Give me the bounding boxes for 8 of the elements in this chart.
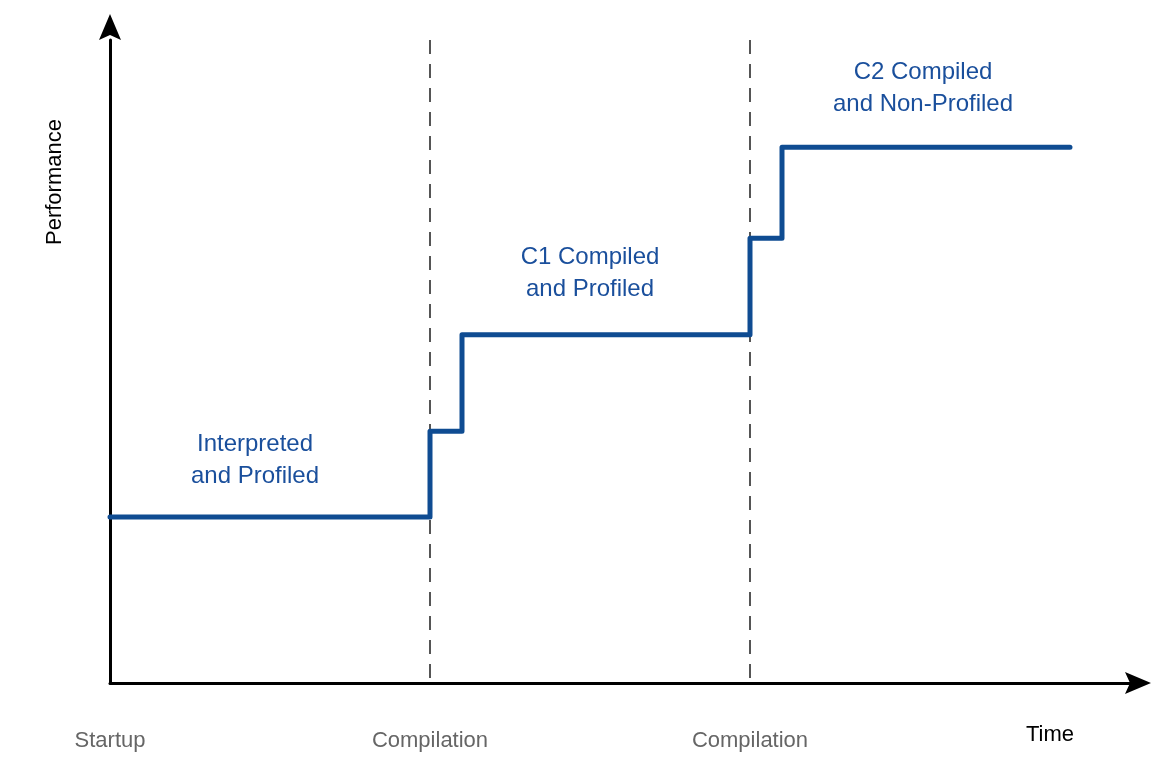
annotation: C1 Compiled and Profiled [520,241,660,301]
annotation: Interpreted and Profiled [190,428,320,488]
x-axis-title: Time [1025,720,1075,746]
text: C2 Compiled and Non-Profiled [832,56,1014,116]
x-tick-label: Startup [74,726,146,752]
y-axis-title: Performance [40,119,66,245]
x-tick-label: Compilation [691,726,809,752]
x-tick-label: Compilation [371,726,489,752]
